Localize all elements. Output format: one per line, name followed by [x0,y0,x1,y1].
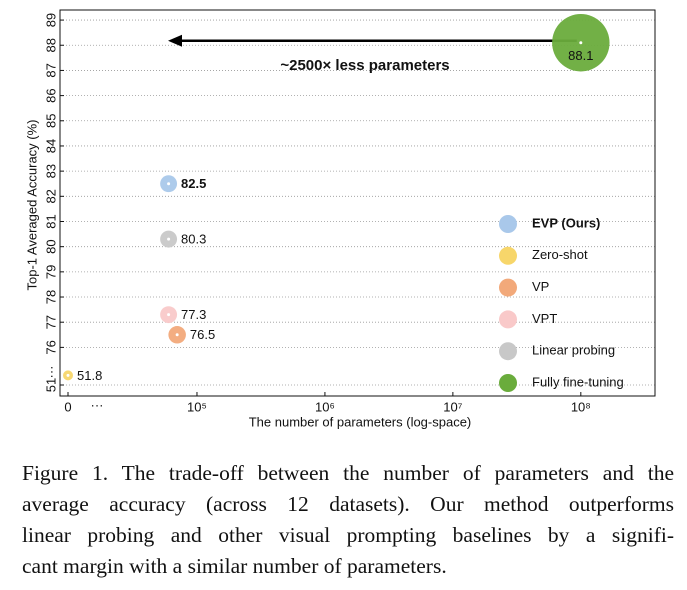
x-axis-title: The number of parameters (log-space) [249,414,472,429]
caption-line: average accuracy (across 12 datasets). O… [22,492,674,516]
y-tick-label: 89 [43,13,58,27]
point-center [66,373,70,377]
data-label: 76.5 [190,327,215,342]
y-tick-label: 85 [43,114,58,128]
y-tick-label: 82 [43,189,58,203]
x-break-label: ··· [91,397,104,412]
y-tick-label: 77 [43,315,58,329]
y-tick-label: 76 [43,340,58,354]
caption-line: cant margin with a similar number of par… [22,554,447,578]
legend-label: Fully fine-tuning [532,374,624,389]
legend-marker [499,374,517,392]
legend-marker [499,342,517,361]
legend-label: VP [532,279,549,294]
y-axis-title: Top-1 Averaged Accuracy (%) [24,119,39,290]
data-label: 88.1 [568,48,593,63]
point-center [579,41,583,45]
x-tick-label: 10⁶ [315,399,335,414]
caption-line: Figure 1. The trade-off between the numb… [22,461,674,485]
data-label: 77.3 [181,307,206,322]
point-center [167,182,171,186]
data-label: 82.5 [181,176,206,191]
x-tick-label: 10⁷ [443,399,462,414]
data-label: 80.3 [181,232,206,247]
y-tick-label: 83 [43,164,58,178]
y-tick-label: 88 [43,38,58,52]
legend-marker [499,215,517,233]
y-tick-label: 51 [43,378,58,392]
y-tick-label: 86 [43,88,58,102]
arrowhead [168,34,182,47]
x-tick-label: 10⁸ [571,399,591,414]
point-center [167,313,171,317]
x-tick-label: 0 [64,399,71,414]
legend-marker [499,246,517,265]
legend-marker [499,278,517,297]
caption-line: linear probing and other visual promptin… [22,523,674,547]
plot-frame [59,9,656,397]
y-tick-label: 81 [43,214,58,228]
data-label: 51.8 [77,368,102,383]
y-tick-label: 78 [43,290,58,304]
legend-label: VPT [532,311,557,326]
y-tick-label: 80 [43,239,58,253]
y-break-label: ··· [43,366,58,379]
y-tick-label: 84 [43,139,58,153]
legend-marker [499,310,517,329]
chart: The number of parameters (log-space) Top… [24,9,656,429]
point-center [175,333,179,337]
annotation: ~2500× less parameters [280,57,449,74]
point-center [167,237,171,241]
legend-label: EVP (Ours) [532,215,600,230]
y-tick-label: 87 [43,63,58,77]
y-tick-label: 79 [43,265,58,279]
caption: Figure 1. The trade-off between the numb… [22,458,674,582]
legend-label: Zero-shot [532,247,588,262]
x-tick-label: 10⁵ [187,399,207,414]
legend-label: Linear probing [532,343,615,358]
